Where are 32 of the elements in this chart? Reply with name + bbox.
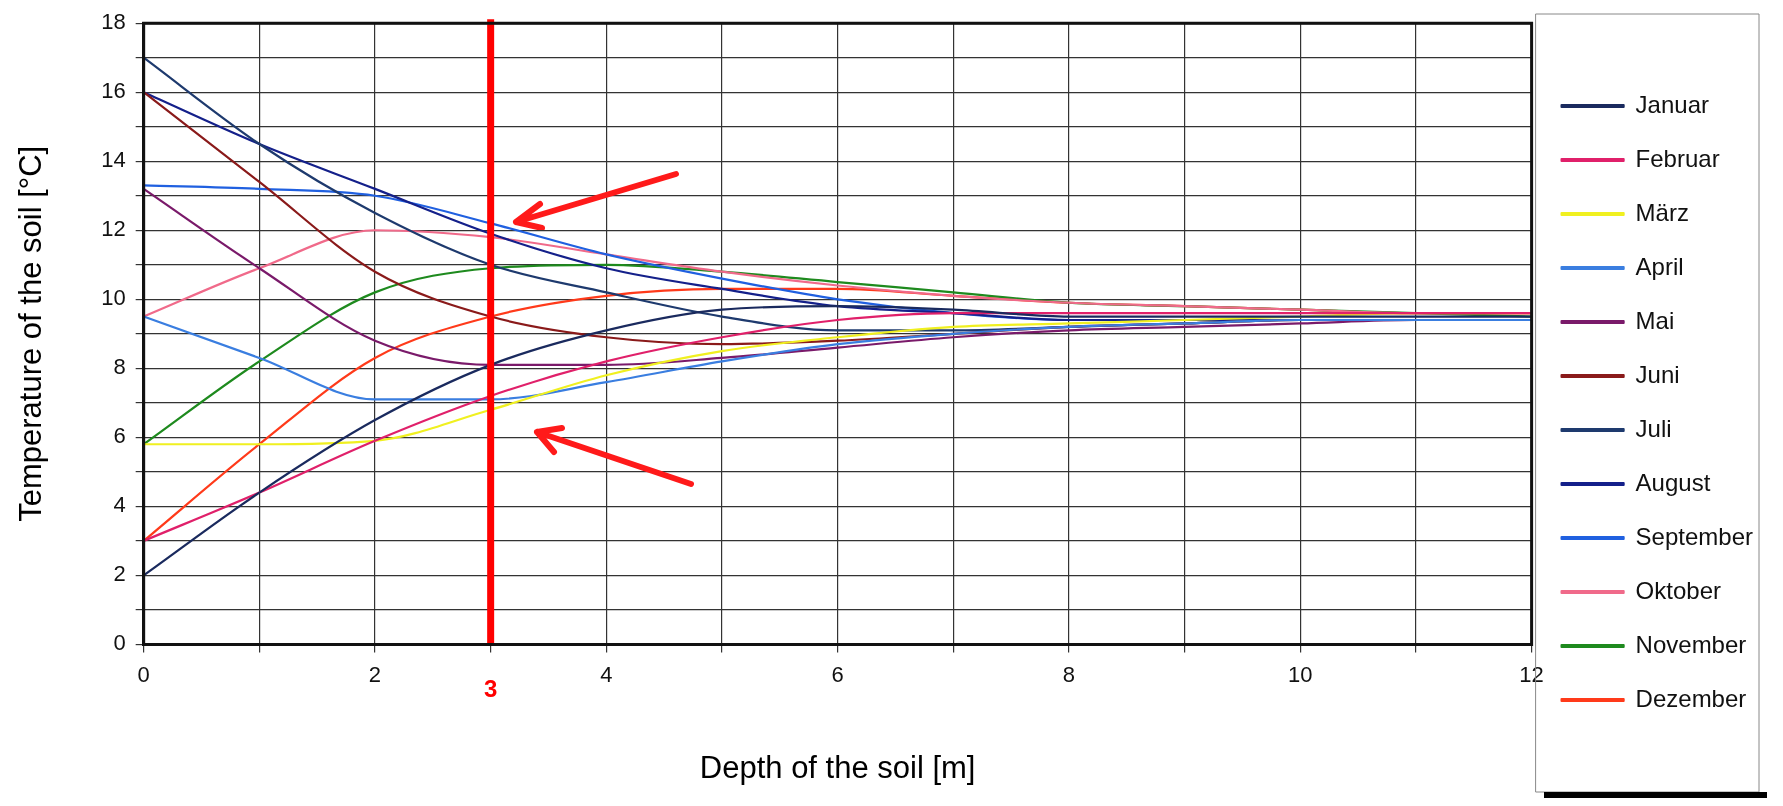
x-axis-title: Depth of the soil [m]: [699, 749, 976, 785]
legend-label: Februar: [1635, 144, 1720, 172]
y-tick-label: 12: [101, 216, 126, 242]
legend-label: November: [1635, 630, 1747, 658]
legend-label: Mai: [1635, 306, 1675, 334]
ref-line-label: 3: [483, 675, 498, 703]
legend-label: Oktober: [1635, 576, 1721, 604]
x-tick-label: 0: [137, 661, 150, 687]
legend-label: Juli: [1635, 414, 1672, 442]
y-tick-label: 10: [101, 285, 126, 311]
legend-label: Dezember: [1635, 684, 1747, 712]
y-tick-label: 18: [101, 9, 126, 35]
y-tick-label: 4: [113, 492, 126, 518]
legend-label: März: [1635, 198, 1689, 226]
x-tick-label: 6: [831, 661, 844, 687]
y-tick-label: 0: [113, 630, 126, 656]
x-tick-label: 8: [1062, 661, 1076, 687]
legend-label: Januar: [1635, 90, 1709, 118]
y-tick-label: 14: [101, 147, 126, 173]
y-tick-label: 8: [113, 354, 126, 380]
x-tick-label: 10: [1288, 661, 1313, 687]
x-tick-label: 2: [368, 661, 382, 687]
legend-label: April: [1635, 252, 1684, 280]
y-tick-label: 6: [113, 423, 126, 449]
legend-label: August: [1635, 468, 1711, 496]
y-tick-label: 16: [101, 78, 126, 104]
legend-label: September: [1635, 522, 1754, 550]
x-tick-label: 12: [1519, 661, 1544, 687]
y-tick-label: 2: [113, 561, 126, 587]
y-axis-title: Temperature of the soil [°C]: [13, 145, 49, 522]
legend-label: Juni: [1635, 360, 1680, 388]
x-tick-label: 4: [600, 661, 613, 687]
